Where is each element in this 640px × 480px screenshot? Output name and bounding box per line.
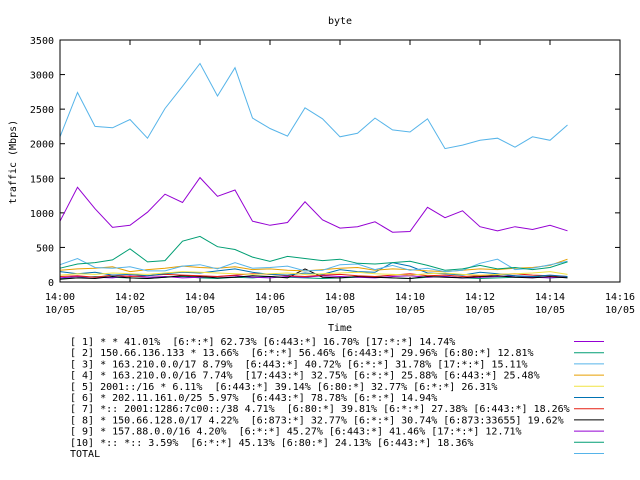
- x-tick-label-date: 10/05: [45, 305, 75, 316]
- legend: [ 1] * * 41.01% [6:*:*] 62.73% [6:443:*]…: [70, 337, 604, 460]
- series-line-5: [59, 271, 568, 276]
- y-tick-label: 3500: [30, 36, 54, 47]
- series-line-2: [59, 235, 568, 271]
- series-line-9: [59, 275, 568, 279]
- legend-entry-label: [ 7] *:: 2001:1286:7c00::/38 4.71% [6:80…: [70, 404, 570, 415]
- legend-entry-label: [ 8] * 150.66.128.0/17 4.22% [6:873:*] 3…: [70, 415, 564, 426]
- axes: 0 500 1000 1500 2000 2500 3000 3500 14:00 10/05 14…: [30, 36, 635, 316]
- legend-entry-label: [ 6] * 202.11.161.0/25 5.97% [6:443:*] 7…: [70, 393, 437, 404]
- legend-entry-label: [ 3] * 163.210.0.0/17 8.79% [6:443:*] 40…: [70, 359, 528, 370]
- x-tick-label-date: 10/05: [535, 305, 565, 316]
- x-tick-label-date: 10/05: [395, 305, 425, 316]
- chart-title: byte: [328, 16, 352, 27]
- x-tick-label-time: 14:12: [465, 292, 495, 303]
- plot-lines: [59, 62, 568, 280]
- series-line-8: [59, 268, 568, 280]
- series-line-3: [59, 257, 568, 273]
- legend-entry-label: [ 4] * 163.210.0.0/16 7.74% [17:443:*] 3…: [70, 371, 540, 382]
- x-tick-label-time: 14:08: [325, 292, 355, 303]
- x-tick-label-time: 14:16: [605, 292, 635, 303]
- y-tick-label: 3000: [30, 71, 54, 82]
- y-tick-label: 0: [48, 278, 54, 289]
- legend-entry-label: [ 5] 2001::/16 * 6.11% [6:443:*] 39.14% …: [70, 382, 497, 393]
- y-tick-label: 1000: [30, 209, 54, 220]
- x-tick-label-date: 10/05: [185, 305, 215, 316]
- y-tick-label: 2500: [30, 105, 54, 116]
- legend-entry-label: TOTAL: [70, 449, 100, 460]
- y-tick-label: 1500: [30, 174, 54, 185]
- x-tick-label-time: 14:14: [535, 292, 565, 303]
- legend-entry-label: [ 2] 150.66.136.133 * 13.66% [6:*:*] 56.…: [70, 348, 534, 359]
- x-tick-label-date: 10/05: [115, 305, 145, 316]
- x-tick-label-date: 10/05: [465, 305, 495, 316]
- series-line-1: [59, 176, 568, 233]
- x-tick-label-time: 14:02: [115, 292, 145, 303]
- x-axis-label: Time: [328, 323, 352, 334]
- legend-entry-label: [10] *:: *:: 3.59% [6:*:*] 45.13% [6:80:…: [70, 438, 473, 449]
- x-tick-label-time: 14:10: [395, 292, 425, 303]
- plot-frame: [59, 39, 621, 283]
- legend-entry-label: [ 1] * * 41.01% [6:*:*] 62.73% [6:443:*]…: [70, 337, 455, 348]
- series-line-11: [59, 62, 568, 150]
- x-tick-label-date: 10/05: [605, 305, 635, 316]
- x-tick-label-time: 14:06: [255, 292, 285, 303]
- x-tick-label-date: 10/05: [325, 305, 355, 316]
- x-tick-label-time: 14:04: [185, 292, 215, 303]
- x-tick-label-time: 14:00: [45, 292, 75, 303]
- x-tick-label-date: 10/05: [255, 305, 285, 316]
- y-tick-label: 2000: [30, 140, 54, 151]
- legend-entry-label: [ 9] * 157.88.0.0/16 4.20% [6:*:*] 45.27…: [70, 427, 522, 438]
- y-axis-label: traffic (Mbps): [8, 120, 19, 204]
- y-tick-label: 500: [36, 243, 54, 254]
